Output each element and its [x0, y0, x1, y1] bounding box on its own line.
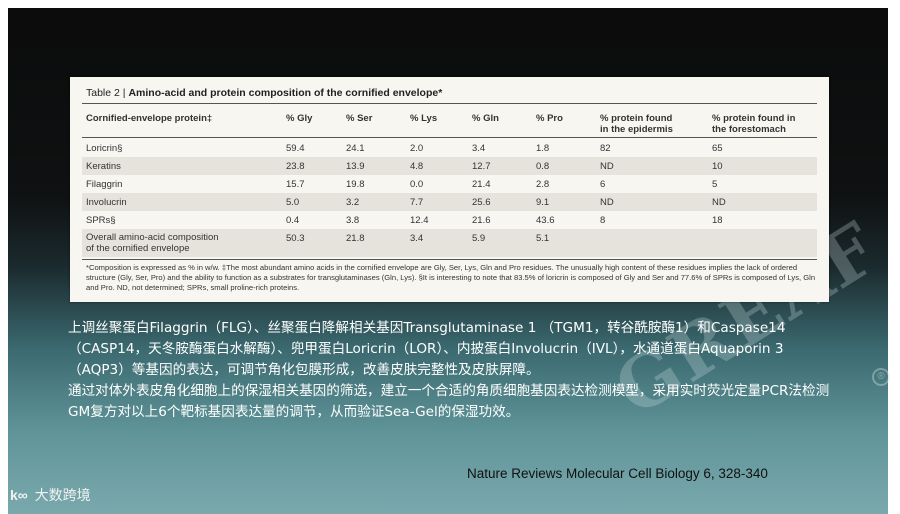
table-title: Table 2 | Amino-acid and protein composi…	[86, 87, 442, 99]
table-cell: ND	[600, 161, 614, 172]
table-rule	[82, 137, 817, 138]
slide-border	[0, 0, 8, 514]
table-header: % Lys	[410, 113, 438, 124]
table-cell: 5	[712, 179, 718, 190]
table-cell: ND	[712, 197, 726, 208]
table-cell: 3.4	[410, 233, 424, 244]
table-cell: 15.7	[286, 179, 305, 190]
table-name: Amino-acid and protein composition of th…	[128, 87, 443, 99]
table-row: Involucrin 5.0 3.2 7.7 25.6 9.1 ND ND	[82, 193, 817, 211]
brand-logo: k∞ 大数跨境	[10, 485, 91, 505]
table-cell: 3.2	[346, 197, 360, 208]
table-cell: ND	[600, 197, 614, 208]
table-header: % Ser	[346, 113, 373, 124]
slide-border	[0, 0, 900, 8]
table-cell: 24.1	[346, 143, 365, 154]
table-cell: Keratins	[86, 161, 121, 172]
table-cell: 4.8	[410, 161, 424, 172]
table-row: Loricrin§ 59.4 24.1 2.0 3.4 1.8 82 65	[82, 139, 817, 157]
table-cell: 0.4	[286, 215, 300, 226]
table-header: % protein found in the epidermis	[600, 113, 673, 135]
table-cell: 82	[600, 143, 611, 154]
table-cell: 23.8	[286, 161, 305, 172]
brand-logo-icon: k∞	[10, 487, 28, 503]
table-cell: 9.1	[536, 197, 550, 208]
table-cell: 13.9	[346, 161, 365, 172]
table-cell: Overall amino-acid composition of the co…	[86, 232, 219, 254]
table-cell: 5.1	[536, 233, 550, 244]
caption-paragraph: 通过对体外表皮角化细胞上的保湿相关基因的筛选，建立一个合适的角质细胞基因表达检测…	[68, 383, 830, 420]
table-cell: 12.4	[410, 215, 429, 226]
table-footnote: *Composition is expressed as % in w/w. ‡…	[86, 263, 816, 292]
table-cell: 12.7	[472, 161, 491, 172]
table-number: Table 2 |	[86, 87, 126, 99]
table-cell: Involucrin	[86, 197, 127, 208]
table-cell: 18	[712, 215, 723, 226]
table-cell: Loricrin§	[86, 143, 123, 154]
table-cell: 50.3	[286, 233, 305, 244]
table-row: SPRs§ 0.4 3.8 12.4 21.6 43.6 8 18	[82, 211, 817, 229]
table-cell: 5.9	[472, 233, 486, 244]
table-header: % protein found in the forestomach	[712, 113, 796, 135]
table-cell: 6	[600, 179, 606, 190]
table-cell: 3.4	[472, 143, 486, 154]
table-cell: 43.6	[536, 215, 555, 226]
table-header: Cornified-envelope protein‡	[86, 113, 213, 124]
table-row: Filaggrin 15.7 19.8 0.0 21.4 2.8 6 5	[82, 175, 817, 193]
table-row: Keratins 23.8 13.9 4.8 12.7 0.8 ND 10	[82, 157, 817, 175]
brand-logo-text: 大数跨境	[34, 487, 91, 503]
table-row: Overall amino-acid composition of the co…	[82, 229, 817, 257]
table-image: Table 2 | Amino-acid and protein composi…	[70, 77, 829, 302]
table-rule	[82, 259, 817, 260]
table-cell: SPRs§	[86, 215, 116, 226]
table-cell: 0.8	[536, 161, 550, 172]
table-cell: 3.8	[346, 215, 360, 226]
table-cell: 21.8	[346, 233, 365, 244]
table-cell: 21.6	[472, 215, 491, 226]
table-cell: 65	[712, 143, 723, 154]
slide-border	[888, 0, 900, 514]
table-cell: 7.7	[410, 197, 424, 208]
table-rule	[82, 103, 817, 104]
table-header: % Pro	[536, 113, 563, 124]
table-cell: 1.8	[536, 143, 550, 154]
table-cell: 5.0	[286, 197, 300, 208]
table-cell: 2.0	[410, 143, 424, 154]
table-cell: Filaggrin	[86, 179, 123, 190]
table-cell: 8	[600, 215, 606, 226]
source-citation: Nature Reviews Molecular Cell Biology 6,…	[467, 466, 768, 481]
table-header: % Gln	[472, 113, 499, 124]
table-cell: 19.8	[346, 179, 365, 190]
table-cell: 25.6	[472, 197, 491, 208]
table-cell: 2.8	[536, 179, 550, 190]
table-header: % Gly	[286, 113, 313, 124]
watermark-registered-icon: ®	[872, 368, 890, 386]
caption-text: 上调丝聚蛋白Filaggrin（FLG）、丝聚蛋白降解相关基因Transglut…	[68, 318, 838, 423]
table-cell: 21.4	[472, 179, 491, 190]
table-cell: 59.4	[286, 143, 305, 154]
table-cell: 10	[712, 161, 723, 172]
table-cell: 0.0	[410, 179, 424, 190]
caption-paragraph: 上调丝聚蛋白Filaggrin（FLG）、丝聚蛋白降解相关基因Transglut…	[68, 320, 786, 378]
